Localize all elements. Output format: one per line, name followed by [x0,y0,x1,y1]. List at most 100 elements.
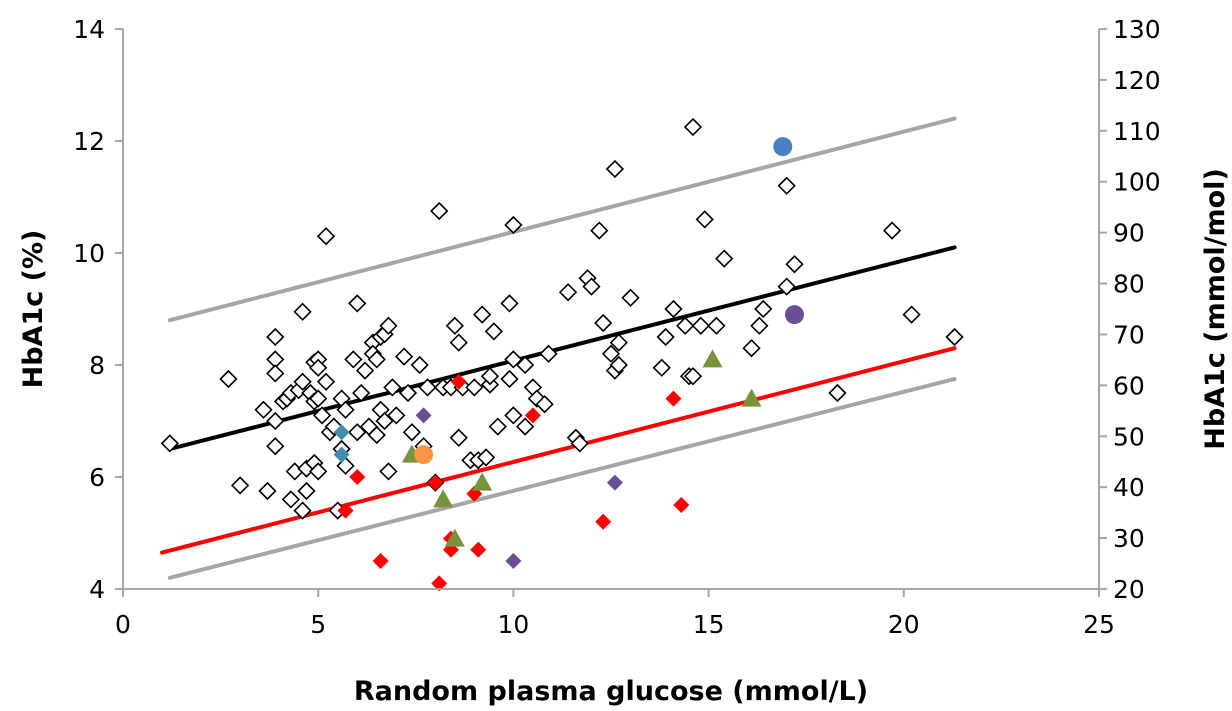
data-point-open-diamond [387,406,406,425]
data-point-open-diamond [601,344,621,363]
data-points [160,117,964,592]
x-tick-label: 10 [497,610,529,639]
data-point-open-diamond [316,227,336,246]
data-point-triangle [472,472,493,491]
data-point-open-diamond [355,361,375,380]
data-point-triangle [444,528,465,547]
data-point-filled-diamond [606,474,623,491]
data-point-open-diamond [582,277,601,296]
data-point-open-diamond [266,364,285,383]
data-point-filled-diamond [415,407,432,424]
data-point-open-diamond [293,372,312,391]
data-point-open-diamond [683,367,703,386]
y2-tick-label: 70 [1113,320,1145,349]
data-point-filled-diamond [665,390,682,407]
trend-line [160,346,957,555]
trend-line [167,116,957,323]
data-point-filled-diamond [372,553,389,569]
y2-tick-label: 100 [1113,168,1161,197]
data-point-open-diamond [312,406,332,425]
y-axis-right-title: HbA1c (mmol/mol) [1200,168,1231,450]
data-point-open-diamond [515,417,535,436]
y-tick-label: 12 [73,127,105,156]
data-point-open-diamond [504,215,523,235]
data-point-open-diamond [504,350,523,369]
axes [122,29,1100,590]
data-point-open-diamond [383,378,402,397]
y2-tick-label: 60 [1113,371,1145,400]
data-point-open-diamond [590,221,609,240]
data-point-open-diamond [676,316,695,335]
data-point-open-diamond [402,423,422,442]
data-point-open-diamond [609,333,628,352]
data-point-open-diamond [316,372,336,391]
y2-tick-label: 120 [1113,66,1161,95]
data-point-filled-diamond [505,553,522,569]
data-point-filled-diamond [333,446,350,463]
data-point-filled-diamond [431,575,448,592]
y-tick-label: 10 [73,239,105,268]
y-tick-label: 14 [73,15,105,44]
data-point-open-diamond [281,490,301,509]
data-point-filled-diamond [333,424,350,441]
data-point-open-diamond [828,383,847,403]
data-point-open-diamond [309,358,328,377]
data-point-open-diamond [348,294,367,313]
data-point-open-diamond [367,350,386,369]
data-point-circle [773,137,793,157]
x-tick-label: 5 [310,610,326,639]
data-point-open-diamond [882,221,902,240]
data-point-open-diamond [410,355,429,375]
data-point-open-diamond [656,327,675,347]
data-point-open-diamond [500,294,519,313]
data-point-open-diamond [488,417,507,436]
data-point-open-diamond [715,249,734,268]
data-point-open-diamond [449,428,468,447]
data-point-open-diamond [418,378,437,397]
x-tick-label: 15 [693,610,725,639]
tick-labels: 0 5 10 15 20 25 4 6 8 10 12 14 20 30 40 50 60 70 80 90 100 11… [73,15,1161,639]
trend-lines [160,116,957,580]
data-point-open-diamond [465,378,484,397]
data-point-open-diamond [375,411,394,431]
data-point-open-diamond [558,283,578,302]
data-point-filled-diamond [595,513,612,530]
data-point-open-diamond [500,369,519,389]
data-point-open-diamond [785,255,804,274]
data-point-open-diamond [379,462,398,481]
data-point-open-diamond [777,176,796,195]
data-point-open-diamond [609,355,628,375]
data-point-open-diamond [309,389,328,408]
x-tick-label: 25 [1083,610,1115,639]
data-point-open-diamond [254,400,273,419]
data-point-open-diamond [230,476,250,495]
data-point-open-diamond [621,288,640,307]
data-point-open-diamond [605,159,625,179]
data-point-open-diamond [504,406,523,425]
data-point-filled-diamond [673,497,690,513]
data-point-open-diamond [219,369,238,389]
data-point-open-diamond [297,481,316,501]
data-point-open-diamond [754,299,773,319]
data-point-open-diamond [594,313,613,333]
data-point-open-diamond [473,305,492,324]
data-point-open-diamond [293,302,312,321]
data-point-open-diamond [683,117,703,137]
y2-tick-label: 20 [1113,575,1145,604]
data-point-open-diamond [539,344,558,363]
data-point-open-diamond [266,327,285,347]
data-point-open-diamond [691,316,710,335]
y2-tick-label: 40 [1113,473,1145,502]
tick-marks [115,28,1107,597]
y2-tick-label: 30 [1113,524,1145,553]
data-point-open-diamond [379,316,398,335]
data-point-open-diamond [664,299,683,319]
data-point-filled-diamond [337,502,354,519]
trend-line [167,377,957,580]
data-point-open-diamond [707,316,726,335]
data-point-open-diamond [750,316,769,335]
data-point-open-diamond [445,316,464,335]
data-point-open-diamond [484,322,504,341]
data-point-open-diamond [430,201,449,221]
